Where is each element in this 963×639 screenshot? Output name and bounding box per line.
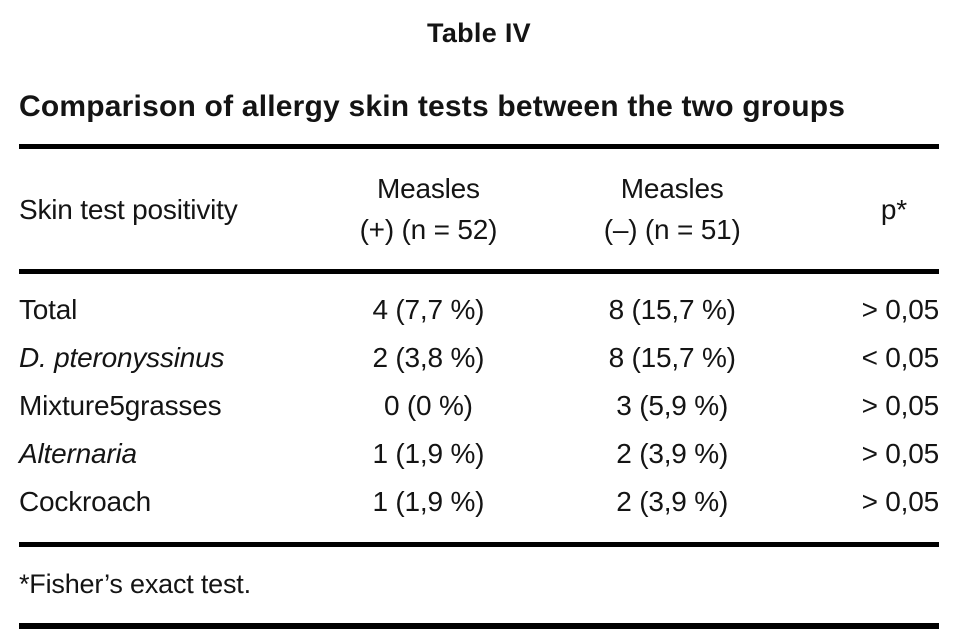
measles-positive-cell: 4 (7,7 %) xyxy=(372,294,485,325)
measles-negative-cell: 8 (15,7 %) xyxy=(608,342,736,373)
p-value-cell: > 0,05 xyxy=(861,294,940,325)
measles-positive-cell: 2 (3,8 %) xyxy=(372,342,485,373)
p-value-cell: > 0,05 xyxy=(810,478,939,547)
measles-positive-line1: Measles xyxy=(376,173,480,204)
p-value-cell: > 0,05 xyxy=(861,438,940,469)
table-body: Total 4 (7,7 %) 8 (15,7 %) > 0,05 D. pte… xyxy=(19,272,939,547)
row-label: Cockroach xyxy=(19,478,323,547)
measles-negative-cell: 2 (3,9 %) xyxy=(616,438,729,469)
measles-negative-line2: (–) (n = 51) xyxy=(603,214,741,245)
table-subtitle: Comparison of allergy skin tests between… xyxy=(19,90,846,123)
column-header-skin-test-positivity: Skin test positivity xyxy=(19,146,323,274)
measles-negative-cell: 8 (15,7 %) xyxy=(608,294,736,325)
column-header-p-value: p* xyxy=(810,146,939,274)
measles-positive-cell: 1 (1,9 %) xyxy=(372,438,485,469)
table-header: Skin test positivity Measles (+) (n = 52… xyxy=(19,146,939,274)
table-caption: Table IV xyxy=(427,18,531,48)
table-row: D. pteronyssinus 2 (3,8 %) 8 (15,7 %) < … xyxy=(19,334,939,382)
measles-negative-cell: 3 (5,9 %) xyxy=(616,390,729,421)
row-label: Total xyxy=(19,294,78,325)
column-header-measles-positive: Measles (+) (n = 52) xyxy=(322,146,535,274)
measles-positive-cell: 1 (1,9 %) xyxy=(322,478,535,547)
measles-positive-line2: (+) (n = 52) xyxy=(359,214,498,245)
table-row: Mixture5grasses 0 (0 %) 3 (5,9 %) > 0,05 xyxy=(19,382,939,430)
row-label: D. pteronyssinus xyxy=(19,342,225,373)
header-row: Skin test positivity Measles (+) (n = 52… xyxy=(19,146,939,274)
row-label: Mixture5grasses xyxy=(19,390,222,421)
measles-positive-cell: 0 (0 %) xyxy=(383,390,473,421)
table-footnote: *Fisher’s exact test. xyxy=(19,547,939,629)
table-row: Alternaria 1 (1,9 %) 2 (3,9 %) > 0,05 xyxy=(19,430,939,478)
row-label: Alternaria xyxy=(19,438,137,469)
table-row: Total 4 (7,7 %) 8 (15,7 %) > 0,05 xyxy=(19,272,939,335)
column-header-measles-negative: Measles (–) (n = 51) xyxy=(534,146,811,274)
measles-negative-line1: Measles xyxy=(620,173,724,204)
table-row: Cockroach 1 (1,9 %) 2 (3,9 %) > 0,05 xyxy=(19,478,939,547)
allergy-skin-test-table: Skin test positivity Measles (+) (n = 52… xyxy=(19,144,939,547)
p-value-cell: < 0,05 xyxy=(861,342,940,373)
p-value-cell: > 0,05 xyxy=(861,390,940,421)
measles-negative-cell: 2 (3,9 %) xyxy=(534,478,811,547)
